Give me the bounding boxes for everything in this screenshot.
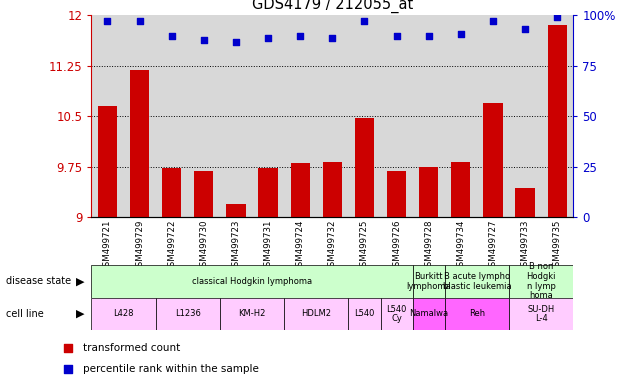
Point bbox=[488, 18, 498, 25]
Bar bbox=[226, 204, 246, 217]
Point bbox=[328, 35, 338, 41]
Point bbox=[520, 26, 530, 33]
Point bbox=[102, 18, 112, 25]
Point bbox=[166, 33, 176, 39]
Text: cell line: cell line bbox=[6, 309, 44, 319]
Title: GDS4179 / 212055_at: GDS4179 / 212055_at bbox=[252, 0, 413, 13]
Point bbox=[356, 92, 366, 98]
Bar bbox=[419, 167, 438, 217]
Text: SU-DH
L-4: SU-DH L-4 bbox=[527, 305, 555, 323]
Bar bbox=[509, 265, 573, 298]
Bar bbox=[220, 298, 284, 330]
Text: B non
Hodgki
n lymp
homa: B non Hodgki n lymp homa bbox=[527, 262, 556, 300]
Text: L540: L540 bbox=[354, 310, 375, 318]
Bar bbox=[355, 118, 374, 217]
Point bbox=[199, 36, 209, 43]
Text: percentile rank within the sample: percentile rank within the sample bbox=[83, 364, 259, 374]
Bar bbox=[381, 298, 413, 330]
Point bbox=[295, 33, 306, 39]
Bar bbox=[348, 298, 381, 330]
Text: KM-H2: KM-H2 bbox=[238, 310, 266, 318]
Bar bbox=[547, 25, 567, 217]
Bar bbox=[387, 171, 406, 217]
Text: Burkitt
lymphoma: Burkitt lymphoma bbox=[406, 272, 451, 291]
Point bbox=[424, 33, 434, 39]
Point bbox=[392, 33, 402, 39]
Text: L428: L428 bbox=[113, 310, 134, 318]
Point bbox=[456, 30, 466, 36]
Bar bbox=[445, 298, 509, 330]
Point bbox=[263, 35, 273, 41]
Point bbox=[552, 14, 563, 20]
Bar bbox=[509, 298, 573, 330]
Bar bbox=[98, 106, 117, 217]
Text: Namalwa: Namalwa bbox=[409, 310, 449, 318]
Text: disease state: disease state bbox=[6, 276, 71, 286]
Text: ▶: ▶ bbox=[76, 309, 84, 319]
Bar bbox=[290, 163, 310, 217]
Bar bbox=[515, 188, 535, 217]
Bar bbox=[483, 103, 503, 217]
Bar bbox=[91, 298, 156, 330]
Bar bbox=[258, 168, 278, 217]
Text: ▶: ▶ bbox=[76, 276, 84, 286]
Point bbox=[231, 38, 241, 45]
Bar bbox=[162, 168, 181, 217]
Bar bbox=[156, 298, 220, 330]
Bar bbox=[91, 265, 413, 298]
Bar bbox=[130, 71, 149, 217]
Point bbox=[134, 18, 144, 25]
Text: L1236: L1236 bbox=[175, 310, 201, 318]
Text: B acute lympho
blastic leukemia: B acute lympho blastic leukemia bbox=[443, 272, 511, 291]
Text: HDLM2: HDLM2 bbox=[301, 310, 331, 318]
Point bbox=[356, 284, 366, 290]
Bar bbox=[413, 298, 445, 330]
Text: classical Hodgkin lymphoma: classical Hodgkin lymphoma bbox=[192, 277, 312, 286]
Bar bbox=[413, 265, 445, 298]
Bar bbox=[323, 162, 342, 217]
Bar bbox=[284, 298, 348, 330]
Point bbox=[359, 18, 369, 25]
Text: Reh: Reh bbox=[469, 310, 485, 318]
Text: L540
Cy: L540 Cy bbox=[386, 305, 407, 323]
Bar bbox=[194, 171, 214, 217]
Bar bbox=[445, 265, 509, 298]
Text: transformed count: transformed count bbox=[83, 343, 180, 353]
Bar bbox=[451, 162, 471, 217]
